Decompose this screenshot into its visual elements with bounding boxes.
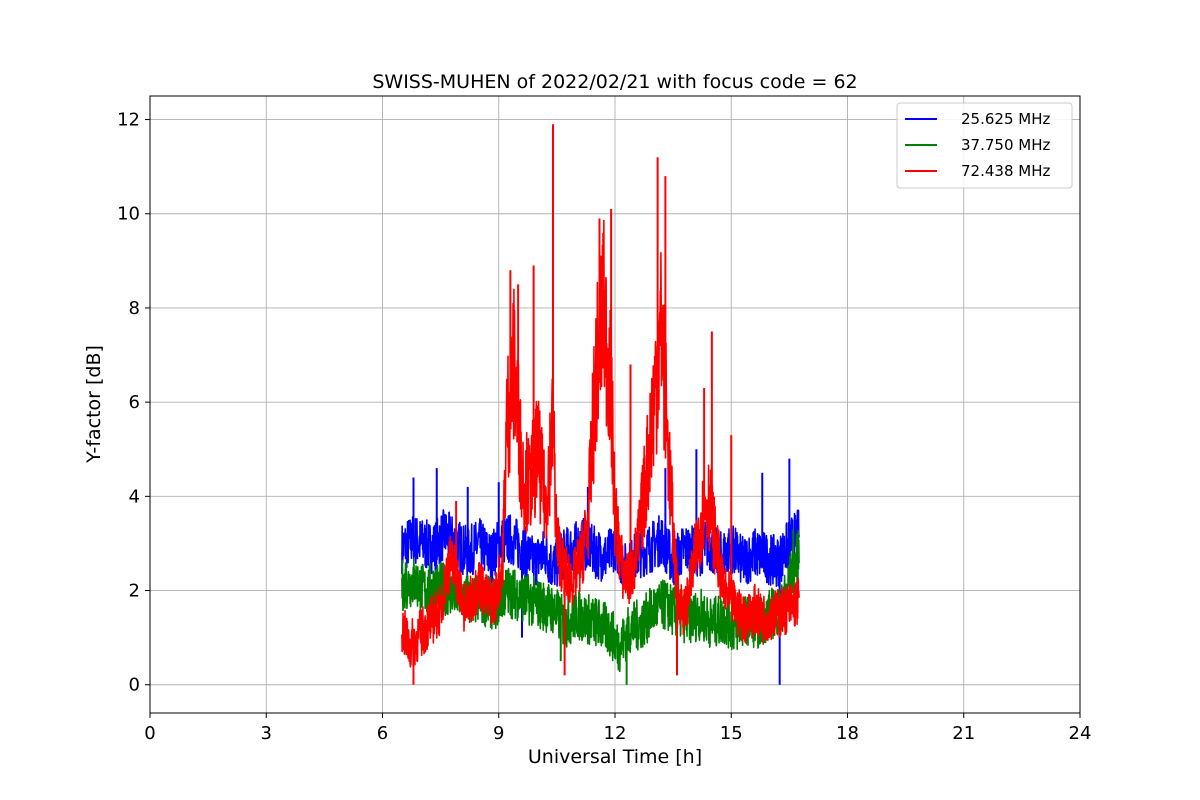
y-tick-label: 10 [117,204,140,225]
legend: 25.625 MHz 37.750 MHz 72.438 MHz [896,102,1073,189]
x-tick-label: 6 [377,723,388,744]
y-tick-label: 2 [129,581,140,602]
x-axis-label: Universal Time [h] [528,746,702,768]
x-tick-label: 12 [604,723,627,744]
series-2 [401,124,800,685]
series-layer [401,124,800,685]
x-tick-label: 21 [952,723,975,744]
y-tick-label: 4 [129,486,140,507]
x-tick-label: 9 [493,723,504,744]
x-tick-label: 24 [1069,723,1092,744]
chart-title: SWISS-MUHEN of 2022/02/21 with focus cod… [372,71,857,93]
x-tick-label: 18 [836,723,859,744]
legend-entry: 72.438 MHz [961,162,1050,180]
series-line [401,219,800,668]
y-axis-label: Y-factor [dB] [83,345,105,464]
legend-entry: 25.625 MHz [961,110,1050,128]
y-tick-label: 0 [129,675,140,696]
x-tick-label: 3 [261,723,272,744]
legend-entry: 37.750 MHz [961,136,1050,154]
y-tick-label: 12 [117,110,140,131]
y-tick-label: 8 [129,298,140,319]
legend-box [896,102,1073,189]
x-tick-label: 15 [720,723,743,744]
y-tick-label: 6 [129,392,140,413]
x-tick-label: 0 [144,723,155,744]
